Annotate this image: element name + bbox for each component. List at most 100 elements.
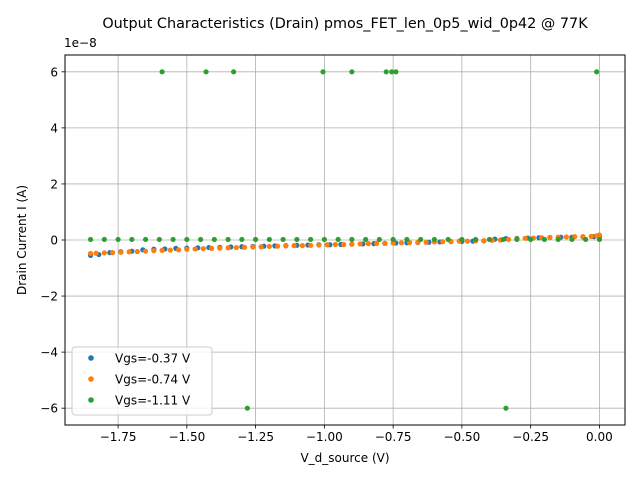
data-point [142, 248, 149, 254]
data-point [134, 248, 140, 255]
data-point [596, 236, 603, 243]
data-point [225, 236, 231, 243]
data-point [175, 247, 182, 253]
data-point [365, 241, 371, 247]
data-point [283, 243, 289, 249]
x-tick-label: −0.75 [375, 430, 412, 444]
y-tick-label: 0 [50, 234, 58, 248]
data-point [101, 236, 107, 243]
data-point [321, 236, 327, 243]
y-axis-label: Drain Current I (A) [15, 185, 29, 295]
x-axis-label: V_d_source (V) [300, 451, 389, 465]
x-tick-label: −1.50 [168, 430, 205, 444]
data-point [316, 242, 322, 248]
data-point [363, 236, 369, 243]
data-point [464, 238, 470, 244]
data-point [486, 236, 493, 243]
data-point [349, 241, 355, 247]
data-point [503, 405, 509, 411]
data-point [87, 250, 94, 257]
data-point [308, 242, 314, 248]
data-point [209, 245, 215, 252]
data-point [266, 243, 272, 250]
data-point [389, 69, 395, 75]
data-point [569, 236, 575, 243]
x-axis: −1.75 −1.50 −1.25 −1.00 −0.75 −0.50 −0.25 0.00 [100, 425, 613, 444]
x-tick-label: −1.00 [306, 430, 343, 444]
data-point [506, 236, 512, 243]
data-point [308, 236, 314, 243]
chart-title: Output Characteristics (Drain) pmos_FET_… [102, 16, 588, 32]
data-point [563, 234, 570, 240]
data-point [583, 236, 589, 243]
data-point [253, 236, 259, 243]
data-point [404, 236, 410, 243]
data-point [294, 236, 300, 243]
data-point [291, 243, 297, 249]
data-point [547, 234, 553, 241]
legend-frame [71, 346, 213, 416]
data-point [93, 250, 99, 256]
data-point [528, 236, 534, 243]
y-tick-label: 4 [50, 121, 58, 135]
data-point [217, 245, 223, 251]
x-tick-label: −1.25 [237, 430, 274, 444]
y-tick-label: −4 [40, 346, 58, 360]
data-point [299, 243, 305, 249]
data-point [522, 235, 528, 241]
data-point [211, 236, 217, 243]
y-tick-label: 6 [50, 65, 58, 79]
data-point [280, 236, 286, 243]
data-point [275, 243, 281, 249]
y-offset-text: 1e−8 [64, 36, 97, 50]
data-point [250, 244, 256, 250]
y-axis: −6 −4 −2 0 2 4 6 [40, 65, 65, 416]
legend-marker [88, 376, 94, 382]
data-point [500, 236, 506, 243]
data-point [109, 250, 116, 256]
data-point [418, 236, 424, 243]
data-point [332, 241, 338, 248]
data-point [473, 236, 479, 243]
legend-label: Vgs=-0.74 V [115, 373, 191, 387]
data-point [481, 237, 487, 244]
data-point [398, 240, 404, 246]
data-point [588, 233, 594, 239]
x-tick-label: −0.50 [444, 430, 481, 444]
y-tick-label: −6 [40, 402, 58, 416]
data-point [231, 69, 237, 75]
data-point [555, 236, 561, 243]
data-point [126, 249, 132, 255]
data-point [200, 246, 206, 252]
data-point [596, 232, 603, 238]
data-point [87, 236, 94, 243]
x-tick-label: −1.75 [100, 430, 137, 444]
data-point [151, 248, 157, 254]
data-point [184, 236, 190, 243]
data-point [225, 245, 231, 251]
data-point [192, 246, 198, 252]
data-point [390, 240, 396, 246]
data-point [118, 249, 124, 255]
y-tick-label: 2 [50, 177, 58, 191]
data-point [541, 236, 548, 243]
data-point [431, 236, 437, 243]
data-point [203, 69, 209, 75]
data-point [266, 236, 272, 243]
data-point [159, 69, 165, 75]
data-point [357, 241, 363, 247]
y-tick-label: −2 [40, 290, 58, 304]
data-point [594, 69, 600, 75]
data-point [349, 236, 355, 243]
data-point [115, 236, 121, 243]
data-point [390, 236, 396, 243]
data-point [514, 236, 520, 243]
data-point [233, 244, 239, 251]
data-point [324, 242, 330, 248]
data-point [170, 236, 176, 243]
data-point [129, 236, 135, 243]
data-point [383, 69, 389, 75]
data-point [239, 236, 245, 243]
data-point [244, 405, 250, 411]
